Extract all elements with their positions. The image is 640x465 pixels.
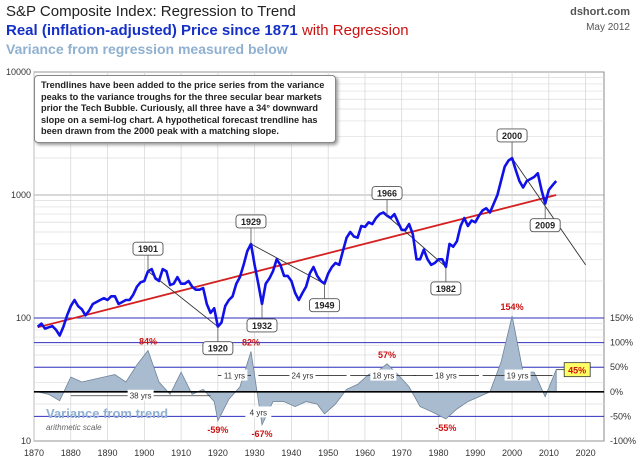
regression-line bbox=[37, 194, 557, 329]
variance-panel-title: Variance from trend bbox=[46, 406, 168, 421]
span-label: 24 yrs bbox=[292, 372, 314, 381]
callout-label: 1932 bbox=[252, 321, 272, 331]
callout-label: 1966 bbox=[377, 189, 397, 199]
callout-label: 1949 bbox=[315, 301, 335, 311]
x-tick-label: 1950 bbox=[318, 448, 338, 458]
span-label: 19 yrs bbox=[507, 372, 529, 381]
callout-box bbox=[430, 281, 462, 296]
x-tick-label: 1870 bbox=[24, 448, 44, 458]
variance-value-label: 84% bbox=[139, 336, 157, 346]
callout-box bbox=[202, 341, 234, 356]
subtitle-regression: with Regression bbox=[301, 22, 409, 39]
callout-label: 1901 bbox=[138, 244, 158, 254]
x-tick-label: 1940 bbox=[281, 448, 301, 458]
x-tick-label: 1920 bbox=[208, 448, 228, 458]
span-label: 18 yrs bbox=[372, 372, 394, 381]
y-tick-label: 10 bbox=[21, 436, 31, 446]
span-label-bg bbox=[245, 406, 272, 418]
subtitle-main: Real (inflation-adjusted) Price since 18… bbox=[6, 22, 298, 39]
variance-value-label: 57% bbox=[378, 350, 396, 360]
variance-tick-label: -100% bbox=[610, 436, 636, 446]
x-tick-label: 1980 bbox=[429, 448, 449, 458]
callout-box bbox=[371, 186, 403, 201]
variance-tick-label: 100% bbox=[610, 338, 633, 348]
span-label-bg bbox=[432, 369, 459, 381]
variance-tick-label: -50% bbox=[610, 411, 631, 421]
y-tick-label: 100 bbox=[16, 313, 31, 323]
callout-label: 2000 bbox=[502, 131, 522, 141]
y-tick-label: 1000 bbox=[11, 190, 31, 200]
span-label-bg bbox=[370, 369, 397, 381]
bear-trendline bbox=[511, 157, 586, 266]
x-tick-label: 2010 bbox=[539, 448, 559, 458]
callout-box bbox=[235, 214, 267, 229]
x-tick-label: 1970 bbox=[392, 448, 412, 458]
callout-label: 1920 bbox=[208, 344, 228, 354]
x-tick-label: 1910 bbox=[171, 448, 191, 458]
span-label-bg bbox=[221, 369, 248, 381]
span-label-bg bbox=[289, 369, 316, 381]
callout-box bbox=[496, 128, 528, 143]
bear-trendline bbox=[250, 243, 325, 285]
variance-value-label: -59% bbox=[207, 425, 228, 435]
annotation-note: Trendlines have been added to the price … bbox=[34, 75, 336, 143]
price-line bbox=[36, 156, 558, 337]
callout-label: 2009 bbox=[535, 221, 555, 231]
x-tick-label: 1990 bbox=[465, 448, 485, 458]
current-value-box bbox=[563, 362, 591, 378]
span-label: 38 yrs bbox=[130, 392, 152, 401]
callout-box bbox=[309, 298, 340, 313]
variance-tick-label: 0% bbox=[610, 387, 623, 397]
span-label-bg bbox=[504, 369, 531, 381]
chart-subtitle-variance: Variance from regression measured below bbox=[6, 41, 288, 57]
variance-value-label: 154% bbox=[501, 302, 524, 312]
x-tick-label: 1960 bbox=[355, 448, 375, 458]
variance-value-label: -55% bbox=[435, 423, 456, 433]
x-tick-label: 1930 bbox=[245, 448, 265, 458]
callout-label: 1982 bbox=[436, 284, 456, 294]
span-label: 18 yrs bbox=[435, 372, 457, 381]
span-label-bg bbox=[127, 389, 154, 401]
variance-value-label: 82% bbox=[242, 337, 260, 347]
date-label: May 2012 bbox=[586, 22, 630, 33]
x-tick-label: 2000 bbox=[502, 448, 522, 458]
x-tick-label: 2020 bbox=[576, 448, 596, 458]
variance-value-label: -67% bbox=[251, 429, 272, 439]
bear-trendline bbox=[386, 215, 447, 268]
span-label: 11 yrs bbox=[224, 372, 245, 381]
variance-tick-label: 50% bbox=[610, 362, 628, 372]
callout-box bbox=[529, 218, 561, 233]
source-label: dshort.com bbox=[570, 6, 630, 18]
current-value-label: 45% bbox=[568, 366, 586, 376]
variance-tick-label: 150% bbox=[610, 313, 633, 323]
y-tick-label: 10000 bbox=[6, 67, 31, 77]
x-tick-label: 1880 bbox=[61, 448, 81, 458]
chart-subtitle: Real (inflation-adjusted) Price since 18… bbox=[6, 22, 409, 39]
variance-area bbox=[37, 315, 557, 427]
chart-title: S&P Composite Index: Regression to Trend bbox=[6, 3, 296, 20]
span-label: 4 yrs bbox=[250, 408, 267, 417]
variance-scale-note: arithmetic scale bbox=[46, 423, 102, 432]
callout-box bbox=[246, 318, 278, 333]
x-tick-label: 1890 bbox=[98, 448, 118, 458]
callout-box bbox=[132, 241, 164, 256]
x-tick-label: 1900 bbox=[134, 448, 154, 458]
callout-label: 1929 bbox=[241, 217, 261, 227]
